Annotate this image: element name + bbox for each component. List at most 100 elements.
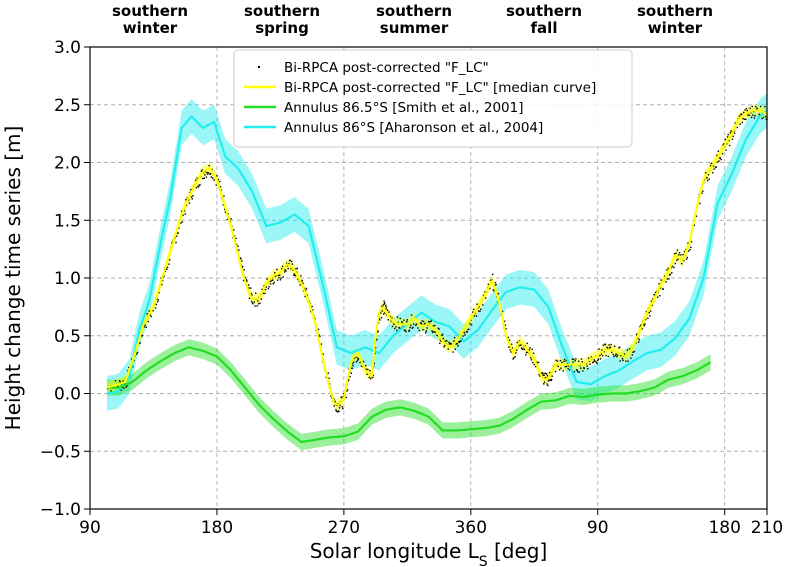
data-point — [683, 250, 686, 253]
data-point — [627, 360, 629, 362]
data-point — [472, 311, 474, 313]
data-point — [597, 359, 599, 362]
data-point — [448, 343, 451, 345]
data-point — [372, 374, 375, 377]
data-point — [543, 381, 546, 383]
data-point — [749, 107, 751, 110]
data-point — [383, 302, 386, 304]
data-point — [420, 323, 423, 325]
data-point — [248, 297, 251, 300]
data-point — [467, 328, 470, 331]
data-point — [487, 283, 490, 286]
data-point — [589, 363, 591, 365]
season-label: fall — [531, 19, 558, 37]
data-point — [123, 387, 125, 389]
data-point — [720, 158, 722, 161]
data-point — [599, 358, 602, 360]
data-point — [547, 380, 550, 382]
data-point — [433, 331, 435, 333]
data-point — [377, 331, 379, 333]
data-point — [390, 320, 392, 322]
data-point — [180, 222, 182, 224]
y-tick-label: 2.0 — [54, 154, 81, 174]
data-point — [265, 286, 267, 288]
data-point — [348, 378, 350, 381]
data-point — [345, 390, 348, 392]
data-point — [764, 106, 766, 108]
data-point — [250, 287, 252, 289]
data-point — [374, 352, 376, 354]
data-point — [282, 276, 284, 278]
data-point — [612, 353, 614, 356]
data-point — [207, 172, 210, 174]
data-point — [515, 349, 518, 351]
data-point — [276, 268, 278, 271]
data-point — [732, 135, 734, 138]
data-point — [128, 366, 130, 369]
data-point — [635, 334, 638, 336]
data-point — [505, 328, 507, 330]
data-point — [567, 368, 569, 370]
series-line — [106, 109, 768, 395]
data-point — [542, 374, 545, 376]
data-point — [422, 320, 425, 323]
data-point — [531, 348, 533, 351]
data-point — [184, 213, 186, 215]
data-point — [654, 293, 656, 296]
data-point — [165, 268, 167, 270]
data-point — [620, 354, 622, 357]
data-point — [185, 204, 188, 207]
data-point — [714, 166, 717, 169]
data-point — [525, 354, 527, 356]
data-point — [674, 262, 677, 265]
data-point — [223, 208, 226, 211]
data-point — [209, 172, 212, 175]
data-point — [259, 302, 261, 304]
data-point — [410, 324, 412, 327]
data-point — [365, 368, 368, 370]
data-point — [618, 347, 620, 349]
data-point — [658, 283, 660, 285]
data-point — [588, 360, 590, 363]
data-point — [577, 371, 579, 373]
data-point — [554, 370, 557, 373]
y-tick-label: 1.5 — [54, 211, 81, 231]
data-point — [466, 331, 468, 333]
y-axis-title: Height change time series [m] — [1, 126, 25, 431]
data-point — [637, 337, 639, 340]
data-point — [328, 377, 330, 379]
data-point — [590, 356, 593, 358]
data-point — [608, 344, 610, 346]
data-point — [564, 365, 567, 368]
data-point — [432, 325, 435, 327]
data-point — [661, 288, 664, 290]
season-label: southern — [244, 2, 320, 20]
data-point — [373, 362, 375, 365]
data-point — [452, 351, 454, 353]
season-labels: southernwintersouthernspringsouthernsumm… — [112, 2, 713, 37]
data-point — [497, 292, 500, 295]
data-point — [222, 204, 224, 206]
data-point — [581, 361, 583, 363]
data-point — [382, 304, 384, 306]
data-point — [614, 354, 617, 357]
data-point — [651, 304, 653, 307]
x-tick-label: 90 — [587, 518, 609, 538]
data-point — [707, 174, 710, 176]
x-axis-ticks: 90 180 270 360 90 180 210 — [79, 509, 783, 538]
data-point — [726, 136, 729, 138]
data-point — [744, 109, 746, 111]
data-point — [168, 259, 171, 261]
data-point — [753, 117, 756, 119]
data-point — [523, 348, 526, 351]
data-point — [286, 265, 289, 267]
data-point — [537, 361, 540, 364]
season-label: spring — [255, 19, 309, 37]
data-point — [290, 260, 293, 263]
data-point — [408, 330, 410, 332]
data-point — [548, 379, 550, 381]
data-point — [317, 328, 320, 331]
data-point — [396, 316, 399, 318]
legend-box — [233, 49, 633, 148]
data-point — [532, 352, 535, 354]
